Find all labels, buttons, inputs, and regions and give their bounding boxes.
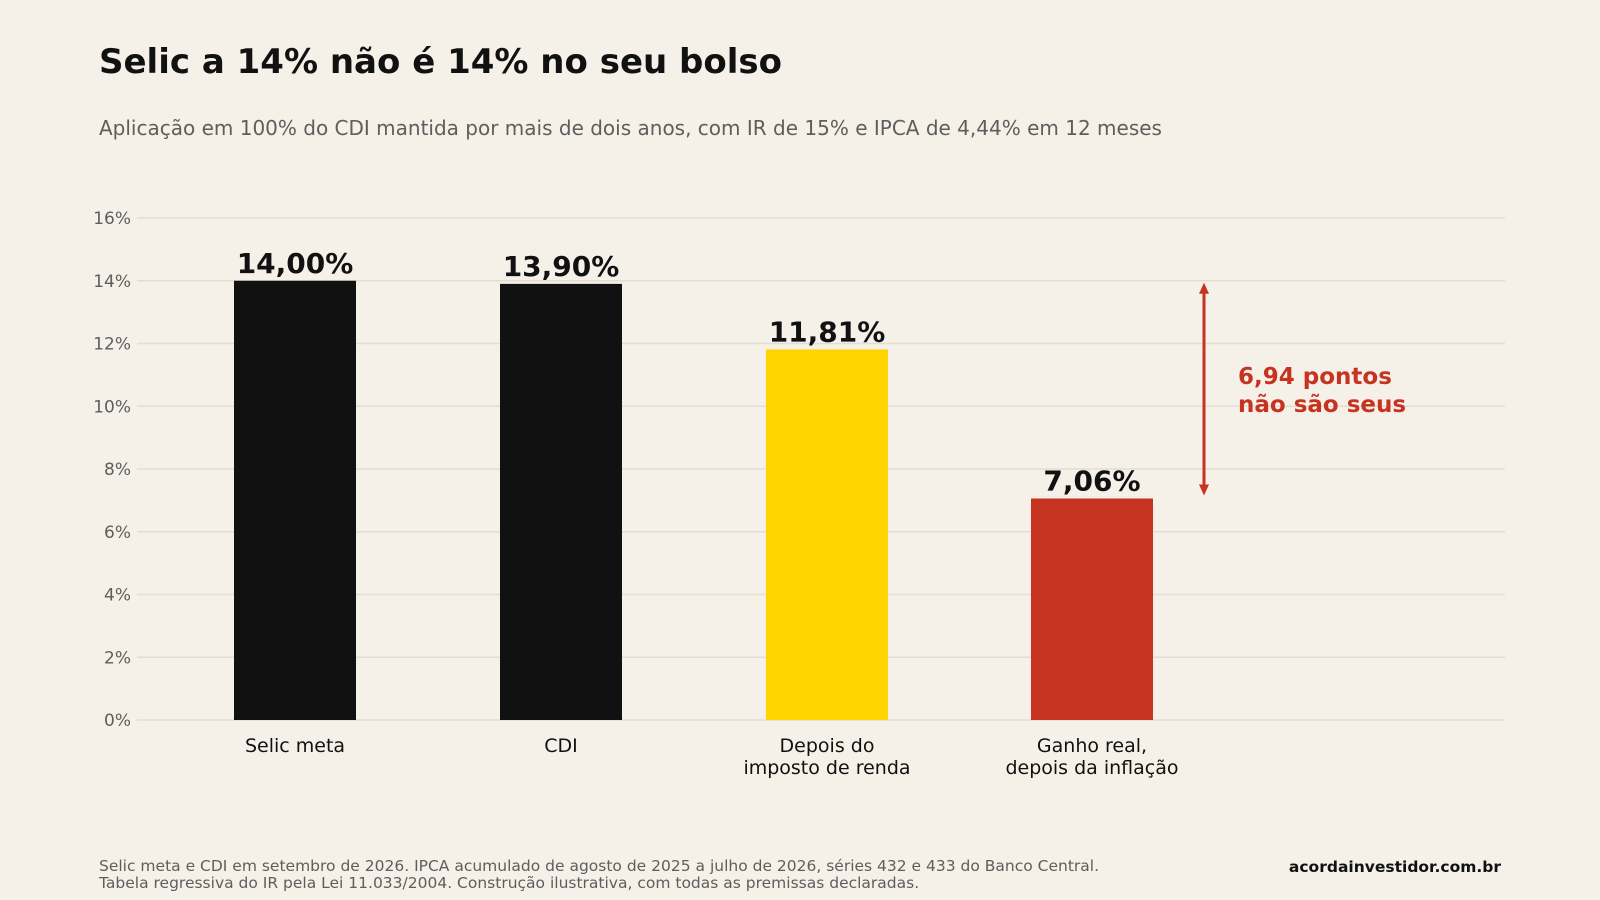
y-tick-label: 14% [93, 272, 131, 292]
bar-value-label: 11,81% [769, 315, 886, 348]
footnote-line-1: Selic meta e CDI em setembro de 2026. IP… [99, 857, 1100, 875]
bar [766, 349, 888, 720]
y-tick-label: 0% [104, 711, 131, 731]
y-tick-label: 16% [93, 209, 131, 229]
y-tick-label: 12% [93, 335, 131, 355]
annotation-arrow-head-up [1199, 282, 1209, 294]
x-category-label: Ganho real, [1037, 735, 1147, 757]
annotation-label: 6,94 pontos [1238, 364, 1392, 390]
y-tick-label: 4% [104, 586, 131, 606]
x-category-label: CDI [544, 735, 578, 757]
bar [500, 283, 622, 720]
annotation-label: não são seus [1238, 392, 1406, 418]
footnote: Selic meta e CDI em setembro de 2026. IP… [99, 858, 1099, 892]
bar-value-label: 13,90% [503, 250, 620, 283]
brand-label: acordainvestidor.com.br [1288, 858, 1501, 876]
chart-title: Selic a 14% não é 14% no seu bolso [99, 42, 782, 82]
bar-value-label: 14,00% [237, 247, 354, 280]
y-tick-label: 2% [104, 648, 131, 668]
annotation-arrow-head-down [1199, 484, 1209, 496]
x-category-label: Selic meta [245, 735, 345, 757]
x-category-label: imposto de renda [743, 757, 910, 779]
chart-subtitle: Aplicação em 100% do CDI mantida por mai… [99, 116, 1162, 140]
x-category-label: depois da inflação [1005, 757, 1178, 779]
bar [234, 280, 356, 720]
y-tick-label: 8% [104, 460, 131, 480]
x-category-label: Depois do [780, 735, 875, 757]
footnote-line-2: Tabela regressiva do IR pela Lei 11.033/… [99, 874, 920, 892]
y-tick-label: 10% [93, 397, 131, 417]
y-tick-label: 6% [104, 523, 131, 543]
bar-value-label: 7,06% [1043, 464, 1140, 497]
bar [1031, 498, 1153, 720]
